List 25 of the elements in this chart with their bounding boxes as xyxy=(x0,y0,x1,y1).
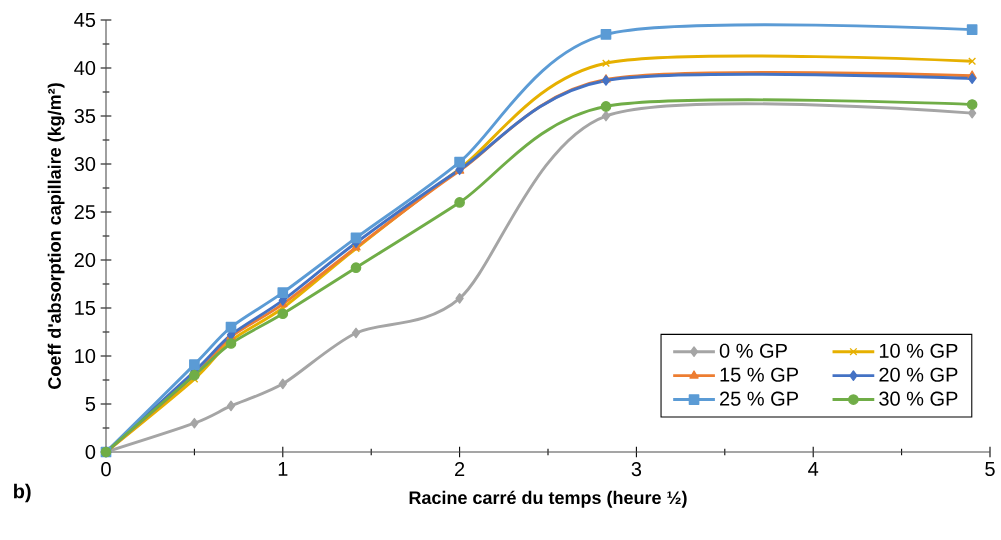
y-tick-label: 20 xyxy=(74,252,96,268)
y-tick-label: 25 xyxy=(74,204,96,220)
y-tick-label: 10 xyxy=(75,348,96,364)
legend-label: 15 % GP xyxy=(720,367,798,382)
legend-label: 25 % GP xyxy=(720,391,798,406)
y-tick-label: 40 xyxy=(74,60,96,76)
x-tick-label: 2 xyxy=(455,462,465,477)
y-tick-label: 5 xyxy=(85,397,96,411)
legend-label: 20 % GP xyxy=(879,367,958,382)
y-axis-title: Coeff d'absorption capillaire (kg/m²) xyxy=(47,83,65,389)
y-tick-label: 45 xyxy=(74,13,96,27)
text: b) xyxy=(14,483,31,503)
y-tick-label: 15 xyxy=(75,301,96,315)
x-tick-label: 3 xyxy=(631,462,642,477)
x-tick-label: 5 xyxy=(985,462,995,476)
x-axis-title: Racine carré du temps (heure ½) xyxy=(409,490,687,508)
x-tick-label: 4 xyxy=(808,462,819,476)
x-tick-label: 1 xyxy=(278,462,288,476)
legend-label: 10 % GP xyxy=(879,343,958,358)
y-tick-label: 35 xyxy=(74,108,96,124)
legend-label: 0 % GP xyxy=(719,343,787,358)
y-tick-label: 0 xyxy=(85,444,96,460)
x-tick-label: 0 xyxy=(101,462,111,477)
y-tick-label: 30 xyxy=(74,156,96,172)
legend-label: 30 % GP xyxy=(879,391,958,406)
